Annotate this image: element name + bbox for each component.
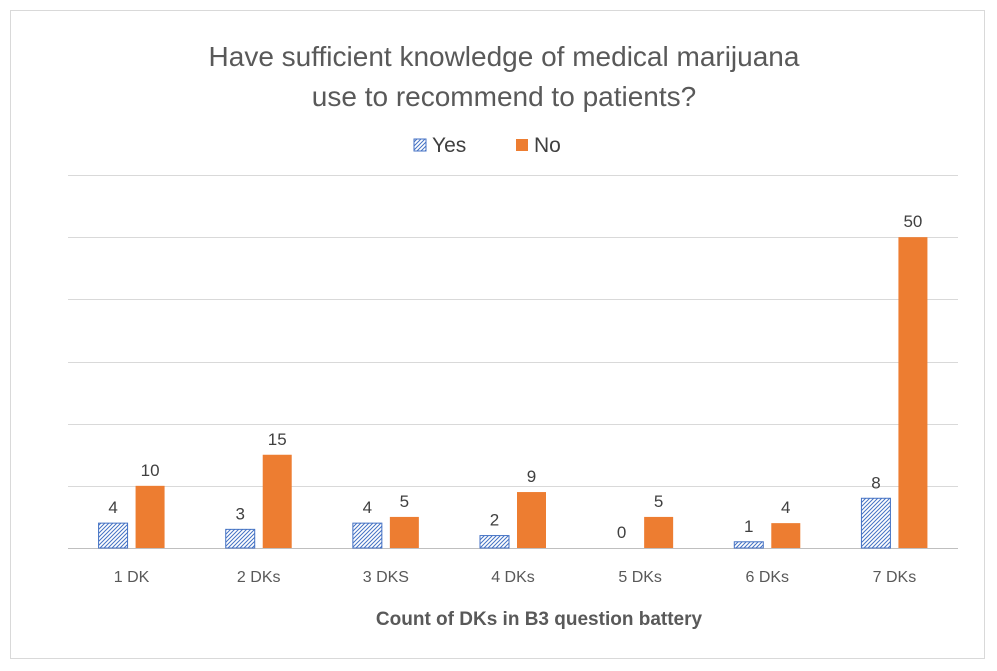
bar-no-4	[517, 492, 546, 548]
value-labels: 4 10 3 15 4 5 2 9 0 5 1 4 8 50	[108, 212, 922, 542]
data-label-no-6: 4	[781, 498, 790, 517]
bar-yes-7	[860, 497, 891, 549]
data-label-yes-3: 4	[363, 498, 372, 517]
legend-label-no: No	[534, 134, 561, 157]
x-tick-labels: 1 DK 2 DKs 3 DKS 4 DKs 5 DKs 6 DKs 7 DKs	[114, 569, 916, 586]
data-label-no-3: 5	[400, 492, 409, 511]
data-label-yes-4: 2	[490, 511, 499, 530]
x-tick-label: 3 DKS	[363, 569, 409, 586]
x-tick-label: 6 DKs	[745, 569, 789, 586]
legend-swatch-yes	[413, 138, 427, 152]
bar-no-2	[262, 454, 292, 548]
legend-swatch-no	[516, 139, 528, 151]
bar-yes-4	[479, 535, 510, 549]
x-tick-label: 7 DKs	[873, 569, 917, 586]
legend-label-yes: Yes	[432, 134, 466, 157]
x-axis-label: Count of DKs in B3 question battery	[376, 609, 703, 630]
x-tick-label: 2 DKs	[237, 569, 281, 586]
x-tick-label: 1 DK	[114, 569, 150, 586]
data-label-yes-2: 3	[235, 504, 244, 523]
data-label-no-4: 9	[527, 467, 536, 486]
chart-title-line-2: use to recommend to patients?	[312, 81, 696, 112]
bar-no-3	[389, 516, 419, 548]
legend: Yes No	[413, 134, 561, 157]
bar-no-7	[898, 237, 928, 548]
bar-yes-2	[225, 528, 256, 549]
x-tick-label: 4 DKs	[491, 569, 535, 586]
data-label-yes-1: 4	[108, 498, 117, 517]
data-label-yes-5: 0	[617, 523, 626, 542]
data-label-no-5: 5	[654, 492, 663, 511]
data-label-yes-7: 8	[871, 473, 880, 492]
bar-no-1	[135, 485, 165, 548]
bar-yes-6	[733, 541, 764, 549]
data-label-yes-6: 1	[744, 517, 753, 536]
bar-yes-1	[98, 522, 129, 549]
bar-no-5	[644, 516, 674, 548]
data-label-no-2: 15	[268, 430, 287, 449]
bars	[98, 237, 928, 549]
data-label-no-7: 50	[903, 212, 922, 231]
chart-title-line-1: Have sufficient knowledge of medical mar…	[209, 41, 800, 72]
chart-frame	[10, 10, 985, 659]
x-tick-label: 5 DKs	[618, 569, 662, 586]
bar-yes-3	[352, 522, 383, 549]
gridlines	[68, 175, 958, 549]
data-label-no-1: 10	[141, 461, 160, 480]
bar-no-6	[771, 523, 801, 548]
